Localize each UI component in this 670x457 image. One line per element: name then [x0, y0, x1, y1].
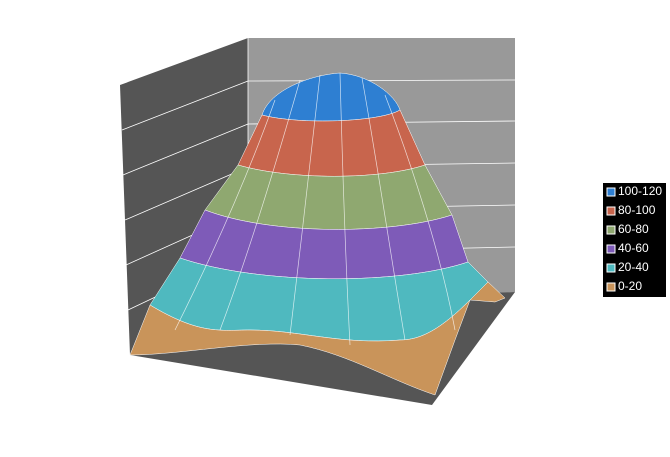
- legend-label: 20-40: [618, 260, 649, 274]
- legend-swatch: [606, 206, 616, 216]
- legend-label: 60-80: [618, 222, 649, 236]
- legend-swatch: [606, 282, 616, 292]
- surface-band: [129, 281, 506, 396]
- surface: [129, 72, 506, 396]
- legend-swatch: [606, 244, 616, 254]
- legend-label: 40-60: [618, 241, 649, 255]
- legend-label: 100-120: [618, 184, 662, 198]
- legend-label: 80-100: [618, 203, 656, 217]
- surface-mesh: [174, 72, 456, 346]
- legend-items: 100-120 80-100 60-80 40-60 20-40 0-20: [606, 184, 662, 293]
- legend: [603, 183, 666, 297]
- legend-swatch: [606, 187, 616, 197]
- legend-label: 0-20: [618, 279, 642, 293]
- legend-swatch: [606, 225, 616, 235]
- legend-swatch: [606, 263, 616, 273]
